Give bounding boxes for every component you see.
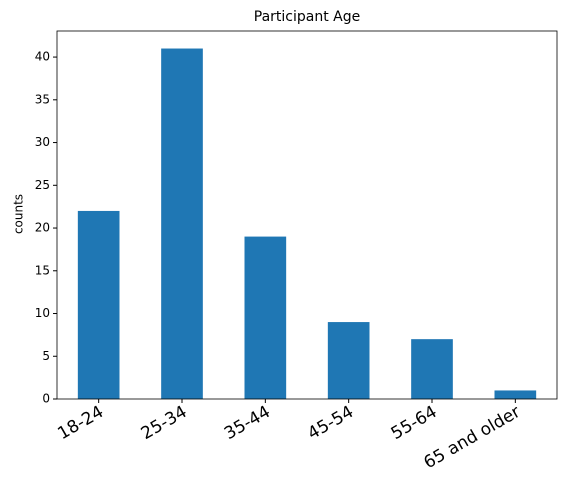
chart-title: Participant Age: [254, 9, 360, 25]
y-tick-label: 20: [35, 221, 50, 235]
y-tick-label: 0: [42, 392, 50, 406]
bar: [327, 322, 370, 399]
y-tick-label: 15: [35, 263, 50, 277]
y-tick-label: 40: [35, 50, 50, 64]
x-tick-label: 45-54: [304, 402, 357, 444]
y-axis-label: counts: [12, 194, 26, 234]
x-tick-label: 55-64: [388, 402, 441, 444]
bar: [411, 339, 453, 399]
plot-frame: [56, 30, 558, 400]
y-tick-label: 35: [35, 92, 50, 106]
y-tick-label: 25: [35, 178, 50, 192]
bar: [161, 48, 203, 400]
x-tick-label: 25-34: [138, 402, 191, 444]
x-tick-label: 35-44: [221, 402, 274, 444]
bar: [244, 236, 287, 399]
x-tick-label: 18-24: [54, 402, 107, 444]
y-tick-label: 30: [35, 135, 50, 149]
y-tick-label: 10: [35, 306, 50, 320]
y-tick-label: 5: [42, 349, 50, 363]
bar: [494, 390, 537, 399]
bar: [77, 210, 120, 399]
